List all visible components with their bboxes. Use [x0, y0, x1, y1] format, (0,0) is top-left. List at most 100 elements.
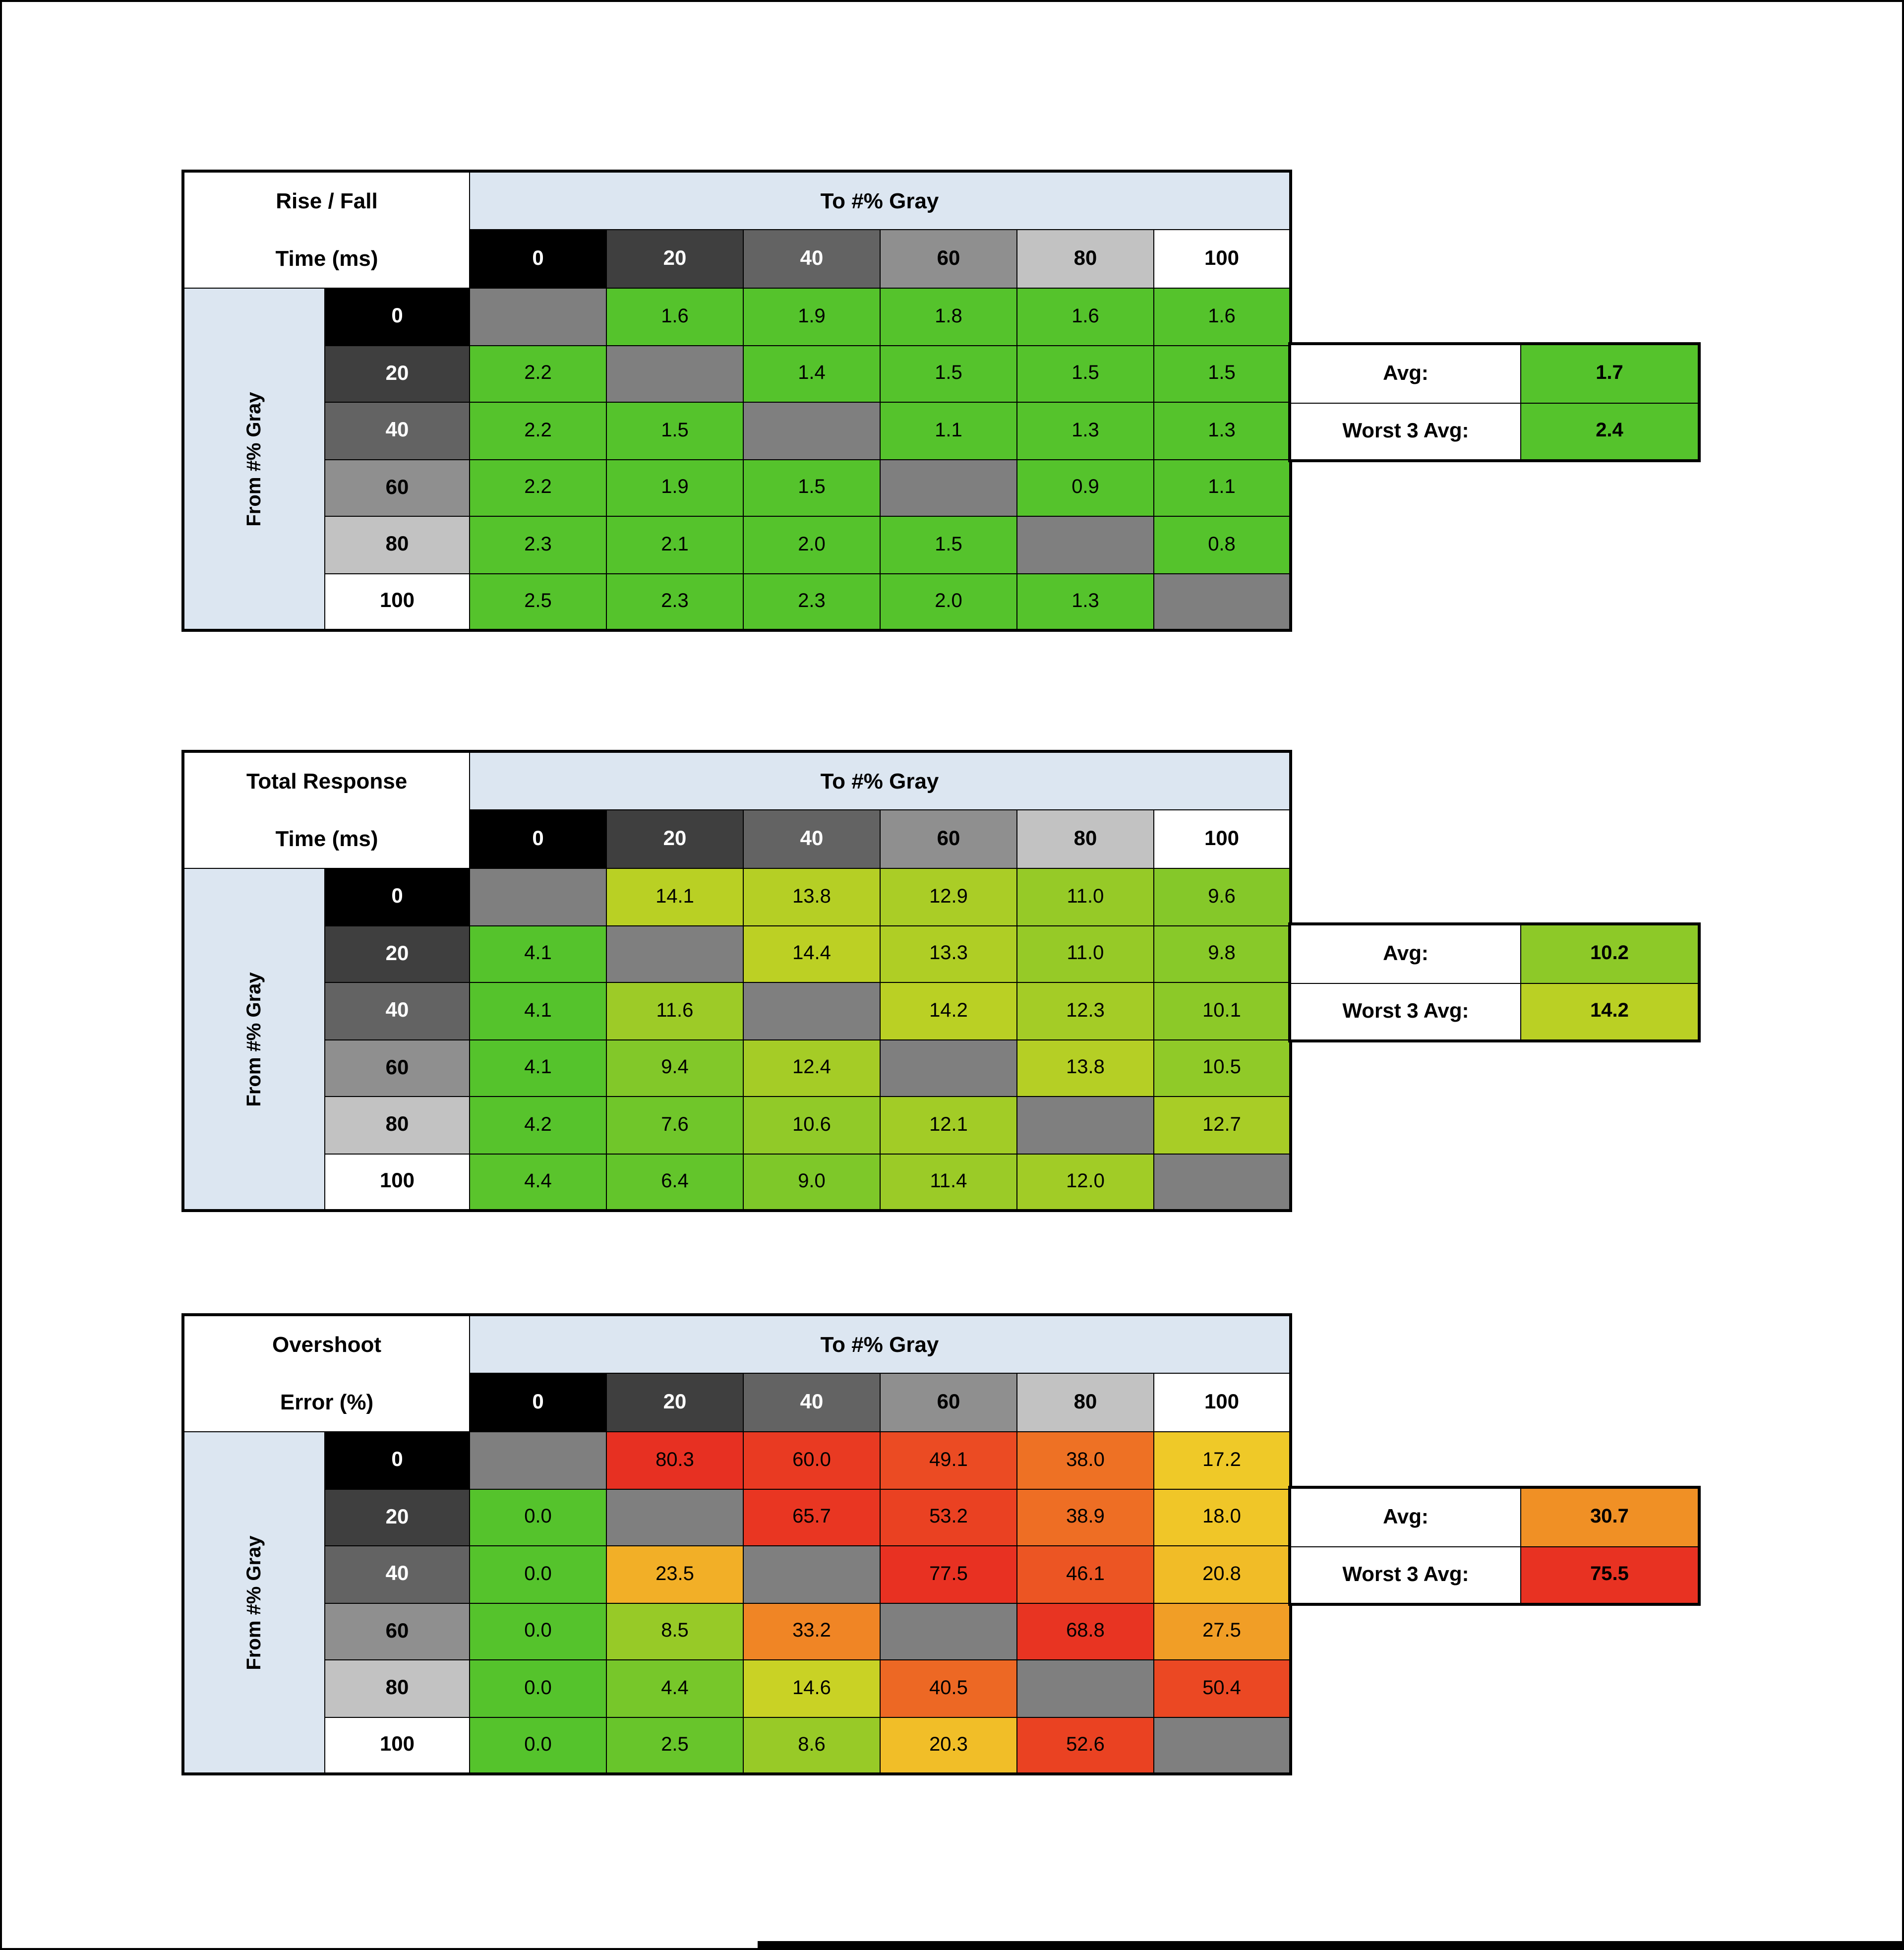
cell-from80-to40: 10.6 — [743, 1096, 881, 1154]
worst3-value: 14.2 — [1521, 983, 1698, 1039]
cell-from20-to0: 0.0 — [469, 1488, 607, 1546]
cell-from60-to20: 9.4 — [606, 1039, 744, 1097]
table-row: 100 0.0 2.5 8.6 20.3 52.6 — [183, 1716, 1291, 1774]
diagonal-cell-40 — [743, 1545, 881, 1603]
cell-from20-to80: 1.5 — [1016, 345, 1154, 403]
cell-from60-to40: 1.5 — [743, 459, 881, 517]
cell-from80-to100: 50.4 — [1153, 1659, 1291, 1717]
cell-from80-to0: 0.0 — [469, 1659, 607, 1717]
to-gray-header: To #% Gray — [469, 1314, 1291, 1374]
cell-from20-to60: 13.3 — [880, 925, 1017, 983]
cell-from100-to80: 1.3 — [1016, 573, 1154, 631]
from-gray-label: From #% Gray — [182, 1431, 325, 1774]
table-row: 80 0.0 4.4 14.6 40.5 50.4 — [183, 1659, 1291, 1717]
cell-from60-to100: 1.1 — [1153, 459, 1291, 517]
cell-from20-to40: 65.7 — [743, 1488, 881, 1546]
cell-from40-to20: 1.5 — [606, 402, 744, 460]
col-header-20: 20 — [606, 1373, 744, 1432]
row-header-20: 20 — [324, 345, 470, 403]
table-title-line2: Time (ms) — [275, 246, 378, 271]
cell-from0-to60: 12.9 — [880, 868, 1017, 926]
table-title: Overshoot Error (%) — [182, 1314, 470, 1432]
cell-from100-to60: 20.3 — [880, 1716, 1017, 1774]
cell-from60-to0: 2.2 — [469, 459, 607, 517]
cell-from0-to20: 1.6 — [606, 288, 744, 346]
cell-from100-to20: 2.3 — [606, 573, 744, 631]
table-title-line2: Time (ms) — [275, 826, 378, 851]
diagonal-cell-60 — [880, 459, 1017, 517]
col-header-0: 0 — [469, 229, 607, 289]
cell-from80-to100: 12.7 — [1153, 1096, 1291, 1154]
cell-from20-to100: 9.8 — [1153, 925, 1291, 983]
diagonal-cell-40 — [743, 402, 881, 460]
cell-from100-to0: 4.4 — [469, 1153, 607, 1211]
cell-from20-to100: 18.0 — [1153, 1488, 1291, 1546]
to-gray-header: To #% Gray — [469, 171, 1291, 230]
cell-from80-to20: 2.1 — [606, 516, 744, 574]
summary-row-avg: Avg: 1.7 — [1291, 345, 1698, 402]
table-row: 40 4.1 11.6 14.2 12.3 10.1 — [183, 982, 1291, 1040]
cell-from20-to60: 1.5 — [880, 345, 1017, 403]
to-gray-header: To #% Gray — [469, 751, 1291, 810]
cell-from0-to80: 38.0 — [1016, 1431, 1154, 1489]
avg-label: Avg: — [1291, 345, 1521, 402]
cell-from100-to80: 12.0 — [1016, 1153, 1154, 1211]
diagonal-cell-0 — [469, 288, 607, 346]
table-row: 20 2.2 1.4 1.5 1.5 1.5 — [183, 345, 1291, 403]
cell-from40-to80: 1.3 — [1016, 402, 1154, 460]
table-row: From #% Gray 0 1.6 1.9 1.8 1.6 1.6 — [182, 288, 1291, 631]
row-header-60: 60 — [324, 1602, 470, 1660]
diagonal-cell-100 — [1153, 573, 1291, 631]
worst3-label: Worst 3 Avg: — [1291, 1547, 1521, 1603]
avg-label: Avg: — [1291, 1489, 1521, 1546]
cell-from40-to0: 2.2 — [469, 402, 607, 460]
cell-from60-to100: 10.5 — [1153, 1039, 1291, 1097]
summary-block: Avg: 10.2 Worst 3 Avg: 14.2 — [1288, 922, 1701, 1042]
cell-from20-to80: 38.9 — [1016, 1488, 1154, 1546]
cell-from0-to100: 17.2 — [1153, 1431, 1291, 1489]
table-title-line1: Rise / Fall — [276, 188, 378, 213]
cell-from40-to80: 12.3 — [1016, 982, 1154, 1040]
avg-value: 30.7 — [1521, 1489, 1698, 1546]
summary-row-worst3: Worst 3 Avg: 14.2 — [1291, 982, 1698, 1039]
cell-from40-to0: 0.0 — [469, 1545, 607, 1603]
col-header-0: 0 — [469, 809, 607, 869]
cell-from80-to40: 2.0 — [743, 516, 881, 574]
cell-from100-to80: 52.6 — [1016, 1716, 1154, 1774]
cell-from40-to100: 1.3 — [1153, 402, 1291, 460]
diagonal-cell-80 — [1016, 1659, 1154, 1717]
row-header-80: 80 — [324, 1096, 470, 1154]
cell-from0-to100: 9.6 — [1153, 868, 1291, 926]
diagonal-cell-100 — [1153, 1153, 1291, 1211]
from-gray-label-text: From #% Gray — [243, 1535, 265, 1670]
summary-row-avg: Avg: 30.7 — [1291, 1489, 1698, 1546]
cell-from100-to20: 6.4 — [606, 1153, 744, 1211]
row-header-0: 0 — [324, 868, 470, 926]
row-header-40: 40 — [324, 1545, 470, 1603]
row-header-100: 100 — [324, 573, 470, 631]
row-header-20: 20 — [324, 925, 470, 983]
col-header-100: 100 — [1153, 229, 1291, 289]
table-row: 80 4.2 7.6 10.6 12.1 12.7 — [183, 1096, 1291, 1154]
col-header-40: 40 — [743, 809, 881, 869]
table-row: 100 2.5 2.3 2.3 2.0 1.3 — [183, 573, 1291, 631]
diagonal-cell-80 — [1016, 1096, 1154, 1154]
cell-from40-to80: 46.1 — [1016, 1545, 1154, 1603]
cell-from0-to60: 1.8 — [880, 288, 1017, 346]
cell-from40-to0: 4.1 — [469, 982, 607, 1040]
col-header-60: 60 — [880, 229, 1017, 289]
col-header-60: 60 — [880, 1373, 1017, 1432]
col-header-80: 80 — [1016, 809, 1154, 869]
diagonal-cell-40 — [743, 982, 881, 1040]
cell-from20-to40: 14.4 — [743, 925, 881, 983]
table-row: 40 2.2 1.5 1.1 1.3 1.3 — [183, 402, 1291, 460]
table-title-line1: Overshoot — [272, 1332, 382, 1357]
cell-from100-to40: 8.6 — [743, 1716, 881, 1774]
diagonal-cell-100 — [1153, 1716, 1291, 1774]
cell-from60-to80: 0.9 — [1016, 459, 1154, 517]
diagonal-cell-0 — [469, 1431, 607, 1489]
cell-from0-to20: 80.3 — [606, 1431, 744, 1489]
table-title: Rise / Fall Time (ms) — [182, 171, 470, 289]
cell-from80-to60: 12.1 — [880, 1096, 1017, 1154]
col-header-100: 100 — [1153, 809, 1291, 869]
